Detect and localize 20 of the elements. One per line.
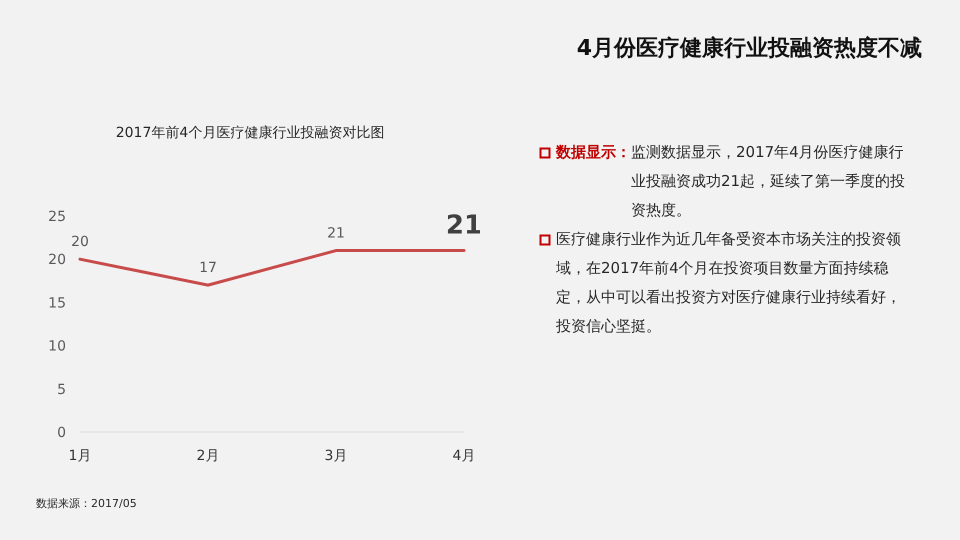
y-tick-label: 25 <box>48 208 66 225</box>
text: 监测数据显示，2017年4月份医疗健康行业投融资成功21起，延续了第一季度的投资热度。 <box>631 142 906 221</box>
x-tick-label: 2月 <box>196 448 220 464</box>
data-label: 21 <box>327 226 345 242</box>
text: 医疗健康行业作为近几年备受资本市场关注的投资领域，在2017年前4个月在投资项目数量方面持续稳定，从中可以看出投资方对医疗健康行业持续看好，投资信心坚挺。 <box>556 230 901 335</box>
data-label: 20 <box>71 234 89 250</box>
y-tick-label: 5 <box>57 382 66 398</box>
source-note: 数据来源：2017/05 <box>36 496 137 511</box>
chart-title: 2017年前4个月医疗健康行业投融资对比图 <box>114 124 386 142</box>
text: 数据显示： <box>556 142 631 163</box>
x-tick-label: 1月 <box>68 448 92 464</box>
text: 4月份医疗健康行业投融资热度不减 <box>576 34 922 63</box>
y-tick-label: 10 <box>48 338 66 355</box>
y-tick-label: 20 <box>48 252 66 268</box>
y-tick-label: 0 <box>57 424 66 441</box>
y-tick-label: 15 <box>48 295 66 312</box>
data-label: 17 <box>199 260 217 276</box>
x-tick-label: 3月 <box>324 448 348 464</box>
x-tick-label: 4月 <box>452 448 476 464</box>
data-label: 21 <box>446 210 482 241</box>
